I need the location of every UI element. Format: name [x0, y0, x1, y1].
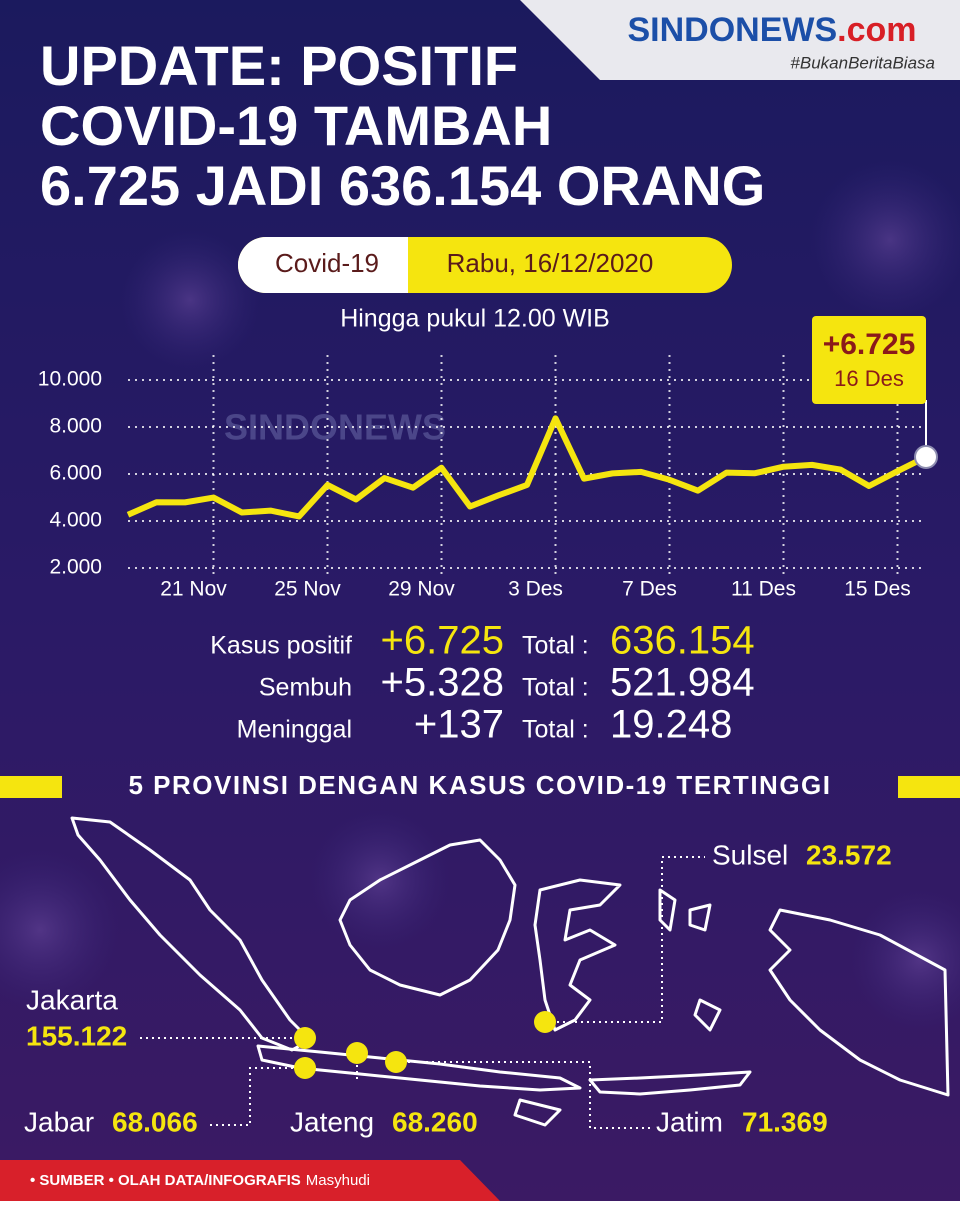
province-name: Jateng — [290, 1106, 374, 1137]
title: UPDATE: POSITIF COVID-19 TAMBAH 6.725 JA… — [40, 34, 765, 217]
y-tick-label: 8.000 — [49, 415, 102, 438]
y-tick-label: 10.000 — [38, 368, 102, 391]
province-name: Jabar — [24, 1106, 94, 1137]
annotation: 16 Des — [834, 366, 904, 391]
logo-panel — [520, 0, 960, 80]
title-line: UPDATE: POSITIF — [40, 34, 518, 97]
y-tick-label: 2.000 — [49, 556, 102, 579]
decoration — [0, 160, 960, 1030]
callout-box — [812, 316, 926, 404]
tagline: #BukanBeritaBiasa — [790, 53, 935, 72]
stat-label: Kasus positif — [210, 632, 352, 660]
x-tick-label: 11 Des — [731, 578, 796, 601]
province-value: 71.369 — [742, 1106, 828, 1137]
section-bar — [0, 776, 62, 798]
province-value: 23.572 — [806, 839, 892, 870]
badge-date: Rabu, 16/12/2020 — [447, 248, 654, 278]
map-dots — [294, 1011, 556, 1079]
point — [914, 444, 938, 469]
y-tick-label: 6.000 — [49, 462, 102, 485]
province-labels: Sulsel 23.572 Jakarta 155.122 Jabar 68.0… — [24, 839, 892, 1137]
logo-suffix: .com — [837, 11, 916, 49]
province-value: 155.122 — [26, 1020, 127, 1051]
title-line: COVID-19 TAMBAH — [40, 94, 552, 157]
footer: • SUMBER • OLAH DATA/INFOGRAFIS Masyhudi — [30, 1172, 370, 1189]
x-tick-label: 29 Nov — [388, 578, 455, 601]
map-title: 5 PROVINSI DENGAN KASUS COVID-19 TERTING… — [129, 770, 832, 800]
province-name: Jakarta — [26, 984, 118, 1015]
watermark: SINDONEWS — [224, 407, 446, 448]
stat-total-label: Total : — [522, 632, 589, 660]
stats: Kasus positif +6.725 Total : 636.154 Sembuh +… — [210, 619, 754, 747]
province-name: Sulsel — [712, 839, 788, 870]
footer-author: Masyhudi — [306, 1172, 370, 1189]
line — [126, 415, 928, 520]
stat-change: +137 — [414, 703, 504, 747]
footer-bar — [0, 1160, 500, 1201]
stat-total: 19.248 — [610, 703, 732, 747]
stat-total-label: Total : — [522, 716, 589, 744]
stat-label: Meninggal — [237, 716, 352, 744]
badge-topic-bg — [238, 237, 408, 293]
footer-source: • SUMBER • OLAH DATA/INFOGRAFIS — [30, 1172, 301, 1189]
subtitle: Hingga pukul 12.00 WIB — [340, 305, 610, 333]
section-bar — [898, 776, 960, 798]
connectors — [140, 856, 705, 1129]
value-label: +6.725 — [823, 328, 916, 361]
line-chart: SINDONEWS 2.000 4.000 6.000 8.000 10.000 21 N… — [38, 316, 938, 601]
x-tick-label: 3 Des — [508, 578, 563, 601]
stat-label: Sembuh — [259, 674, 352, 702]
y-tick-label: 4.000 — [49, 509, 102, 532]
x-tick-label: 15 Des — [844, 578, 911, 601]
province-value: 68.260 — [392, 1106, 478, 1137]
stat-total: 636.154 — [610, 619, 755, 663]
stat-total: 521.984 — [610, 661, 755, 705]
x-tick-label: 21 Nov — [160, 578, 227, 601]
province-value: 68.066 — [112, 1106, 198, 1137]
stat-change: +6.725 — [381, 619, 504, 663]
title-line: 6.725 JADI 636.154 ORANG — [40, 154, 765, 217]
province-name: Jatim — [656, 1106, 723, 1137]
stat-change: +5.328 — [381, 661, 504, 705]
badge-topic: Covid-19 — [275, 248, 379, 278]
stat-total-label: Total : — [522, 674, 589, 702]
logo: SINDONEWS.com — [627, 11, 916, 49]
logo-text: SINDONEWS — [627, 11, 837, 49]
x-tick-label: 25 Nov — [274, 578, 341, 601]
x-tick-label: 7 Des — [622, 578, 677, 601]
